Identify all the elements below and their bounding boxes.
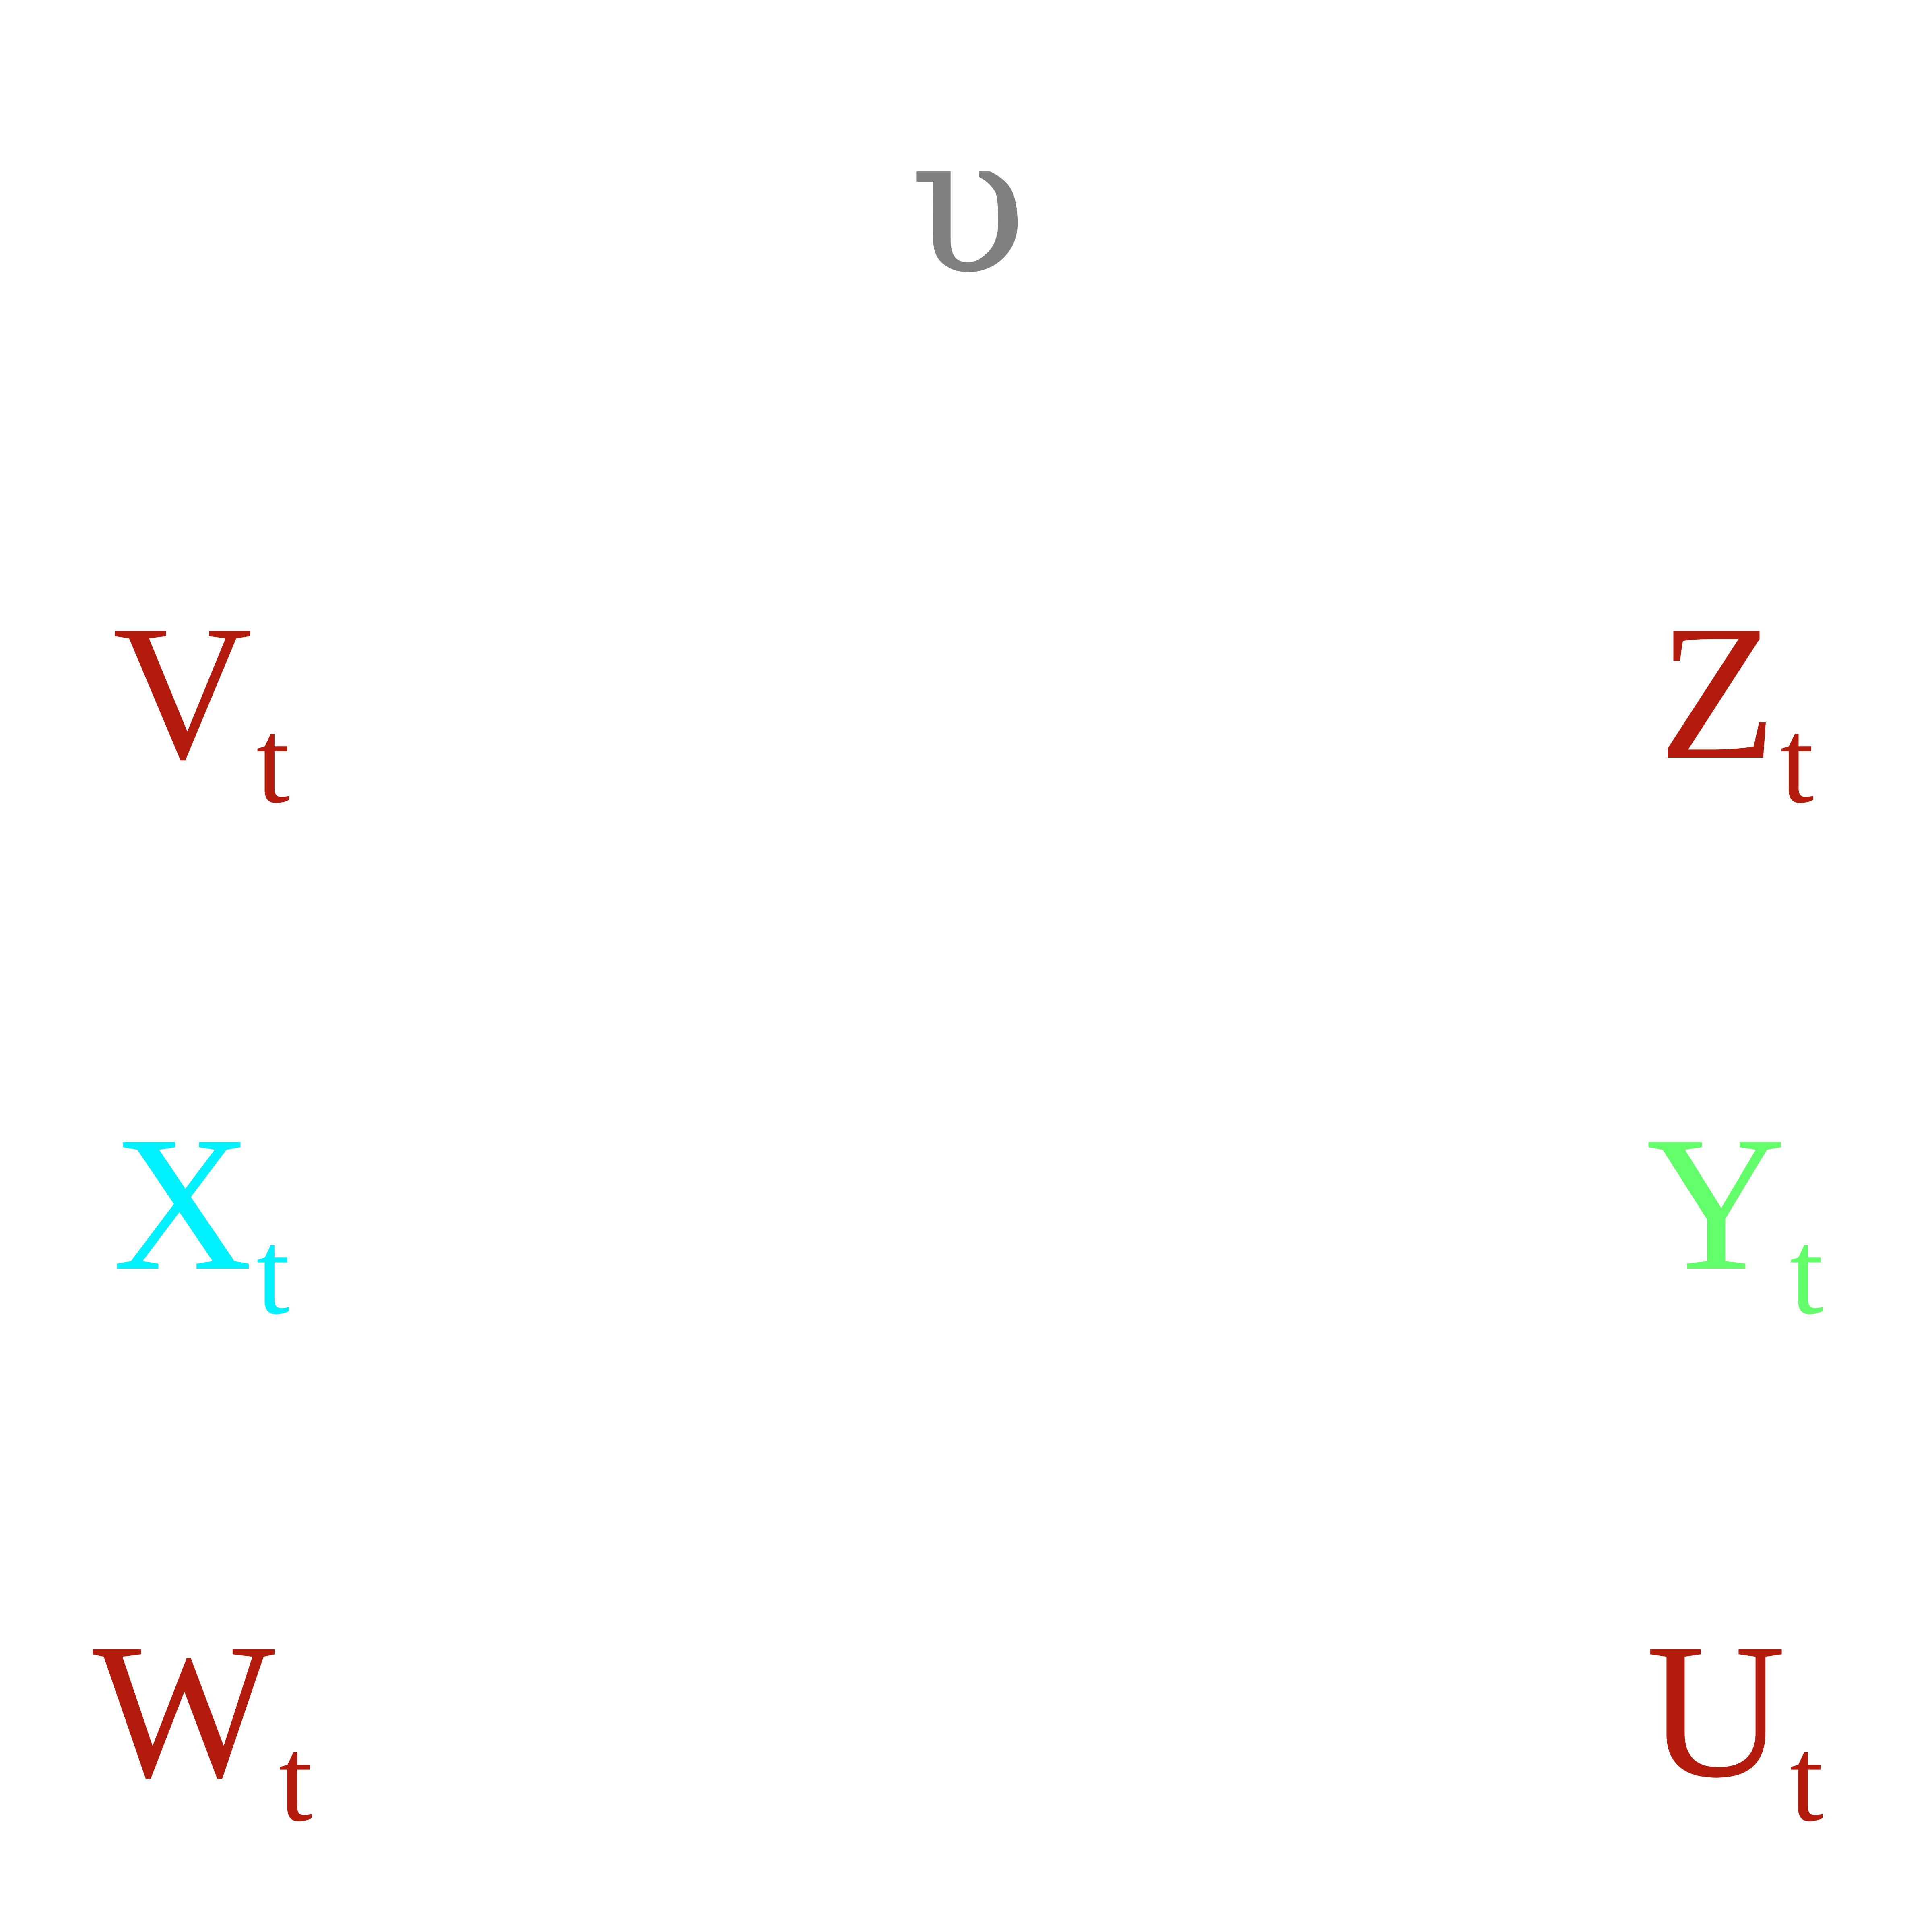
node-y-subscript: t [1790, 1205, 1823, 1339]
node-v-letter: V [113, 585, 252, 799]
node-x-t: Xt [113, 1107, 290, 1333]
node-x-subscript: t [256, 1205, 290, 1339]
node-w-t: Wt [93, 1614, 312, 1840]
node-z-t: Zt [1658, 596, 1814, 822]
node-x-letter: X [113, 1096, 252, 1311]
node-u-letter: U [1646, 1604, 1786, 1818]
node-w-subscript: t [279, 1713, 313, 1846]
node-v-subscript: t [256, 694, 290, 828]
node-z-subscript: t [1780, 694, 1814, 828]
node-w-letter: W [93, 1604, 275, 1818]
node-z-letter: Z [1658, 585, 1777, 799]
node-y-t: Yt [1646, 1107, 1823, 1333]
upsilon-node: υ [910, 93, 1027, 318]
node-v-t: Vt [113, 596, 290, 822]
node-y-letter: Y [1646, 1096, 1786, 1311]
node-u-t: Ut [1646, 1614, 1823, 1840]
node-u-subscript: t [1790, 1713, 1823, 1846]
